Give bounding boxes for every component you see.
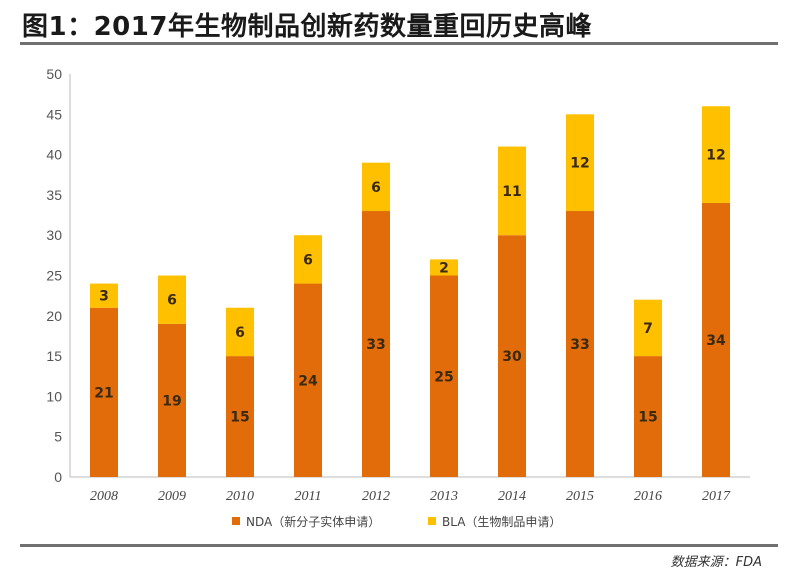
y-tick-label: 15 xyxy=(46,348,62,364)
x-tick-label: 2016 xyxy=(634,489,662,504)
bar-nda-2017 xyxy=(702,202,730,477)
data-label-nda-2016: 15 xyxy=(638,410,657,426)
y-axis: 0 5 10 15 20 25 30 35 40 45 50 xyxy=(46,66,71,485)
y-tick-label: 20 xyxy=(46,308,62,324)
legend-swatch-bla xyxy=(428,517,436,525)
bar-bla-2015 xyxy=(566,114,594,212)
data-label-nda-2010: 15 xyxy=(230,410,249,426)
bar-nda-2016 xyxy=(634,356,662,477)
data-label-bla-2014: 11 xyxy=(502,184,521,200)
y-tick-label: 35 xyxy=(46,187,62,203)
data-label-bla-2009: 6 xyxy=(167,293,177,309)
x-tick-label: 2012 xyxy=(362,489,390,504)
x-tick-label: 2011 xyxy=(295,489,322,504)
data-label-nda-2009: 19 xyxy=(162,393,181,409)
bar-bla-2016 xyxy=(634,299,662,357)
data-label-nda-2013: 25 xyxy=(434,369,453,385)
bar-bla-2012 xyxy=(362,162,390,212)
y-tick-label: 10 xyxy=(46,388,62,404)
data-label-nda-2014: 30 xyxy=(502,349,522,365)
data-label-bla-2010: 6 xyxy=(235,325,245,341)
x-tick-label: 2017 xyxy=(702,489,731,504)
bottom-divider xyxy=(20,544,778,547)
bar-bla-2009 xyxy=(158,275,186,324)
bar-bla-2014 xyxy=(498,146,526,236)
x-tick-label: 2014 xyxy=(498,489,526,504)
bar-nda-2009 xyxy=(158,323,186,477)
bar-bla-2008 xyxy=(90,283,118,308)
data-label-bla-2016: 7 xyxy=(643,321,653,337)
x-tick-label: 2008 xyxy=(90,489,118,504)
bar-bla-2010 xyxy=(226,307,254,357)
data-label-bla-2013: 2 xyxy=(439,260,449,276)
legend-label-bla: BLA（生物制品申请） xyxy=(442,515,561,529)
x-axis-ticks: 2008 2009 2010 2011 2012 2013 2014 2015 2016 2017 xyxy=(90,489,731,504)
bar-nda-2012 xyxy=(362,211,390,477)
x-tick-label: 2015 xyxy=(566,489,594,504)
y-tick-label: 45 xyxy=(46,106,62,122)
y-tick-label: 5 xyxy=(54,429,62,445)
data-label-bla-2017: 12 xyxy=(706,148,725,164)
bar-nda-2008 xyxy=(90,307,118,477)
legend: NDA（新分子实体申请） BLA（生物制品申请） xyxy=(232,514,561,529)
source-note: 数据来源：FDA xyxy=(670,555,762,570)
bar-nda-2015 xyxy=(566,211,594,477)
bar-bla-2011 xyxy=(294,235,322,284)
bar-nda-2011 xyxy=(294,283,322,477)
data-label-bla-2015: 12 xyxy=(570,156,589,172)
y-tick-label: 40 xyxy=(46,147,62,163)
x-tick-label: 2013 xyxy=(430,489,458,504)
x-tick-label: 2010 xyxy=(226,489,254,504)
data-label-nda-2017: 34 xyxy=(706,333,726,349)
y-tick-label: 50 xyxy=(46,66,62,82)
bar-bla-2013 xyxy=(430,259,458,276)
data-label-nda-2012: 33 xyxy=(366,337,385,353)
bar-nda-2013 xyxy=(430,275,458,477)
chart-title: 图1：2017年生物制品创新药数量重回历史高峰 xyxy=(22,12,592,42)
bars: 21 3 19 6 15 6 24 6 33 6 25 2 30 11 33 12 15 7 34 12 xyxy=(90,106,730,477)
data-label-nda-2011: 24 xyxy=(298,373,318,389)
data-label-bla-2012: 6 xyxy=(371,180,381,196)
data-label-bla-2008: 3 xyxy=(99,289,109,305)
data-label-bla-2011: 6 xyxy=(303,252,313,268)
bar-nda-2010 xyxy=(226,356,254,477)
stacked-bar-chart: 0 5 10 15 20 25 30 35 40 45 50 21 3 19 6 15 6 24 6 33 6 25 2 3… xyxy=(46,66,750,529)
title-divider xyxy=(20,42,778,45)
legend-label-nda: NDA（新分子实体申请） xyxy=(246,514,380,529)
x-tick-label: 2009 xyxy=(158,489,186,504)
y-tick-label: 25 xyxy=(46,268,62,284)
y-tick-label: 30 xyxy=(46,227,62,243)
data-label-nda-2008: 21 xyxy=(94,385,113,401)
bar-nda-2014 xyxy=(498,235,526,477)
data-label-nda-2015: 33 xyxy=(570,337,589,353)
legend-swatch-nda xyxy=(232,517,240,525)
bar-bla-2017 xyxy=(702,106,730,203)
y-tick-label: 0 xyxy=(54,469,62,485)
